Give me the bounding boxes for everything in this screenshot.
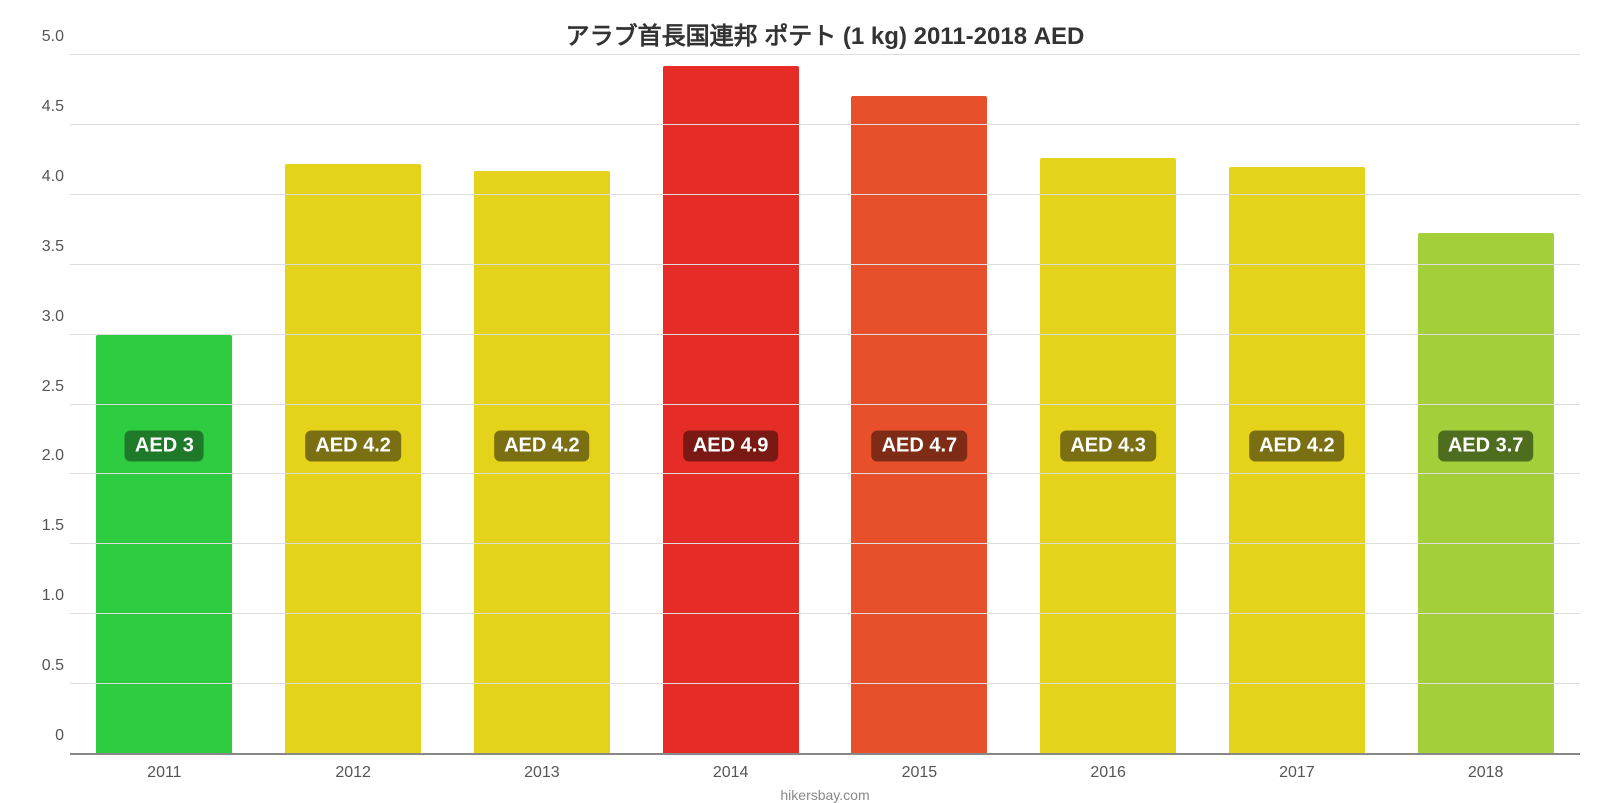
gridline bbox=[70, 753, 1580, 754]
bar-value-label-wrap: AED 4.2 bbox=[1249, 431, 1345, 462]
bar bbox=[474, 171, 610, 754]
bar bbox=[663, 66, 799, 754]
bar-slot: 2014AED 4.9 bbox=[636, 55, 825, 754]
bar-slot: 2012AED 4.2 bbox=[259, 55, 448, 754]
gridline bbox=[70, 264, 1580, 265]
bar-value-label: AED 4.2 bbox=[305, 431, 401, 462]
bar-slot: 2018AED 3.7 bbox=[1391, 55, 1580, 754]
gridline bbox=[70, 334, 1580, 335]
y-tick-label: 3.5 bbox=[20, 238, 64, 256]
bar-value-label-wrap: AED 4.3 bbox=[1060, 431, 1156, 462]
y-tick-label: 4.5 bbox=[20, 98, 64, 116]
bar-value-label-wrap: AED 4.9 bbox=[683, 431, 779, 462]
x-tick-label: 2012 bbox=[335, 764, 371, 782]
bar-value-label: AED 3 bbox=[125, 431, 204, 462]
bar-slot: 2011AED 3 bbox=[70, 55, 259, 754]
bar-value-label: AED 4.2 bbox=[494, 431, 590, 462]
y-tick-label: 4.0 bbox=[20, 168, 64, 186]
bar-slot: 2015AED 4.7 bbox=[825, 55, 1014, 754]
bar-value-label-wrap: AED 4.2 bbox=[305, 431, 401, 462]
bar-value-label-wrap: AED 3.7 bbox=[1438, 431, 1534, 462]
bar-slot: 2017AED 4.2 bbox=[1203, 55, 1392, 754]
x-tick-label: 2014 bbox=[713, 764, 749, 782]
gridline bbox=[70, 194, 1580, 195]
chart-title: アラブ首長国連邦 ポテト (1 kg) 2011-2018 AED bbox=[70, 10, 1580, 55]
y-tick-label: 2.5 bbox=[20, 378, 64, 396]
chart-container: アラブ首長国連邦 ポテト (1 kg) 2011-2018 AED 2011AE… bbox=[0, 0, 1600, 800]
y-tick-label: 1.0 bbox=[20, 587, 64, 605]
bar-value-label: AED 3.7 bbox=[1438, 431, 1534, 462]
y-tick-label: 0.5 bbox=[20, 657, 64, 675]
gridline bbox=[70, 124, 1580, 125]
gridline bbox=[70, 404, 1580, 405]
gridline bbox=[70, 683, 1580, 684]
bar-slot: 2013AED 4.2 bbox=[448, 55, 637, 754]
bars-row: 2011AED 32012AED 4.22013AED 4.22014AED 4… bbox=[70, 55, 1580, 754]
x-tick-label: 2017 bbox=[1279, 764, 1315, 782]
y-tick-label: 5.0 bbox=[20, 28, 64, 46]
gridline bbox=[70, 543, 1580, 544]
gridline bbox=[70, 473, 1580, 474]
y-tick-label: 3.0 bbox=[20, 308, 64, 326]
bar-slot: 2016AED 4.3 bbox=[1014, 55, 1203, 754]
bar-value-label: AED 4.2 bbox=[1249, 431, 1345, 462]
plot-area: 2011AED 32012AED 4.22013AED 4.22014AED 4… bbox=[70, 55, 1580, 755]
bar-value-label: AED 4.9 bbox=[683, 431, 779, 462]
bar-value-label-wrap: AED 4.2 bbox=[494, 431, 590, 462]
bar-value-label: AED 4.3 bbox=[1060, 431, 1156, 462]
y-tick-label: 1.5 bbox=[20, 517, 64, 535]
bar-value-label-wrap: AED 4.7 bbox=[872, 431, 968, 462]
x-tick-label: 2016 bbox=[1090, 764, 1126, 782]
x-tick-label: 2018 bbox=[1468, 764, 1504, 782]
x-tick-label: 2013 bbox=[524, 764, 560, 782]
y-tick-label: 2.0 bbox=[20, 447, 64, 465]
bar bbox=[1418, 233, 1554, 754]
x-tick-label: 2011 bbox=[147, 764, 181, 782]
gridline bbox=[70, 54, 1580, 55]
bar-value-label: AED 4.7 bbox=[872, 431, 968, 462]
source-label: hikersbay.com bbox=[70, 787, 1580, 803]
y-tick-label: 0 bbox=[20, 727, 64, 745]
bar-value-label-wrap: AED 3 bbox=[125, 431, 204, 462]
x-tick-label: 2015 bbox=[902, 764, 938, 782]
gridline bbox=[70, 613, 1580, 614]
